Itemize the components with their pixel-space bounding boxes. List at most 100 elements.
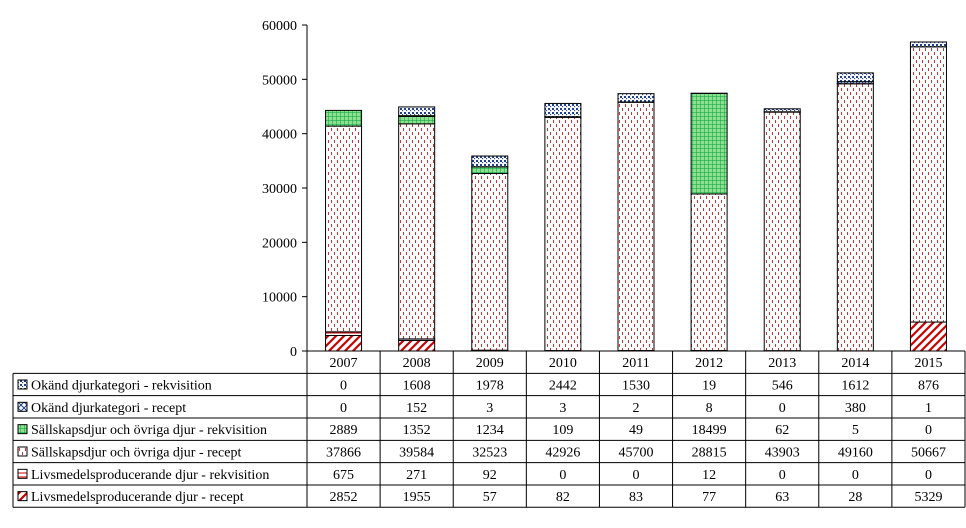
x-tick-label: 2015: [914, 356, 942, 371]
data-label: 82: [556, 490, 570, 505]
data-label: 12: [702, 468, 716, 483]
data-label: 0: [925, 423, 932, 438]
data-label: 28: [848, 490, 862, 505]
legend-swatch: [17, 424, 28, 435]
data-label: 1234: [476, 423, 504, 438]
data-label: 63: [775, 490, 789, 505]
y-tick-label: 40000: [262, 128, 297, 143]
bar-segment: [544, 116, 582, 352]
data-label: 0: [779, 468, 786, 483]
data-label: 0: [852, 468, 859, 483]
bar-segment: [398, 115, 436, 125]
x-tick-label: 2012: [695, 356, 723, 371]
legend-swatch: [17, 468, 28, 479]
data-label: 83: [629, 490, 643, 505]
legend-label: Sällskapsdjur och övriga djur - recept: [31, 445, 241, 460]
bar-segment: [617, 101, 655, 352]
legend-label: Livsmedelsproducerande djur - recept: [31, 490, 244, 505]
bar-segment: [471, 166, 509, 174]
data-label: 546: [772, 378, 793, 393]
legend-swatch: [17, 491, 28, 502]
data-label: 5329: [914, 490, 942, 505]
legend-label: Livsmedelsproducerande djur - rekvisitio…: [31, 468, 269, 483]
y-tick-label: 30000: [262, 182, 297, 197]
bars: [325, 41, 947, 352]
data-label: 2889: [330, 423, 358, 438]
bar-segment: [471, 172, 509, 351]
legend-swatch: [17, 379, 28, 390]
y-tick-label: 50000: [262, 73, 297, 88]
data-label: 49: [629, 423, 643, 438]
bar-segment: [909, 41, 947, 48]
legend-swatch: [17, 446, 28, 457]
legend-label: Okänd djurkategori - recept: [31, 401, 186, 416]
data-label: 1530: [622, 378, 650, 393]
data-label: 1955: [403, 490, 431, 505]
data-label: 0: [925, 468, 932, 483]
data-label: 92: [483, 468, 497, 483]
data-label: 0: [340, 401, 347, 416]
bar-segment: [690, 193, 728, 352]
bar-segment: [617, 93, 655, 103]
x-tick-label: 2008: [403, 356, 431, 371]
data-label: 1: [925, 401, 932, 416]
data-label: 2442: [549, 378, 577, 393]
y-axis: 0 10000 20000 30000 40000 50000 60000: [262, 19, 308, 360]
bar-segment: [909, 321, 947, 352]
data-label: 39584: [399, 445, 434, 460]
bar-segment: [763, 111, 801, 352]
data-label: 3: [486, 401, 493, 416]
y-tick-label: 60000: [262, 19, 297, 34]
bar-segment: [398, 106, 436, 117]
data-label: 0: [633, 468, 640, 483]
x-tick-label: 2007: [330, 356, 358, 371]
data-label: 1978: [476, 378, 504, 393]
y-tick-label: 10000: [262, 291, 297, 306]
y-tick-label: 0: [290, 345, 297, 360]
x-tick-label: 2009: [476, 356, 504, 371]
data-label: 675: [333, 468, 354, 483]
data-label: 2852: [330, 490, 358, 505]
bar-segment: [471, 155, 509, 168]
data-label: 42926: [545, 445, 580, 460]
data-table: 2007 2008 2009 2010 2011 2012 2013 2014 2015Okän…: [12, 350, 966, 508]
data-label: 380: [845, 401, 866, 416]
legend-label: Sällskapsdjur och övriga djur - rekvisit…: [31, 423, 267, 438]
data-label: 37866: [326, 445, 361, 460]
data-label: 2: [633, 401, 640, 416]
data-label: 43903: [765, 445, 800, 460]
data-label: 19: [702, 378, 716, 393]
data-label: 32523: [472, 445, 507, 460]
bar-segment: [544, 102, 582, 118]
data-label: 8: [706, 401, 713, 416]
data-label: 28815: [692, 445, 727, 460]
data-label: 152: [406, 401, 427, 416]
data-label: 0: [779, 401, 786, 416]
bar-segment: [325, 125, 363, 333]
x-tick-label: 2013: [768, 356, 796, 371]
bar-segment: [909, 46, 947, 323]
x-tick-label: 2011: [622, 356, 649, 371]
y-tick-label: 20000: [262, 236, 297, 251]
data-label: 109: [552, 423, 573, 438]
data-label: 0: [559, 468, 566, 483]
data-label: 50667: [911, 445, 946, 460]
data-label: 0: [340, 378, 347, 393]
data-label: 57: [483, 490, 497, 505]
legend-label: Okänd djurkategori - rekvisition: [31, 378, 212, 393]
bar-segment: [325, 331, 363, 337]
bar-segment: [763, 108, 801, 113]
data-label: 45700: [619, 445, 654, 460]
data-label: 49160: [838, 445, 873, 460]
bar-segment: [690, 92, 728, 195]
x-tick-label: 2014: [841, 356, 869, 371]
data-label: 18499: [692, 423, 727, 438]
data-label: 1612: [841, 378, 869, 393]
bar-segment: [836, 83, 874, 352]
bar-segment: [398, 339, 436, 352]
x-tick-label: 2010: [549, 356, 577, 371]
data-label: 77: [702, 490, 716, 505]
bar-segment: [325, 335, 363, 352]
bar-segment: [398, 123, 436, 340]
